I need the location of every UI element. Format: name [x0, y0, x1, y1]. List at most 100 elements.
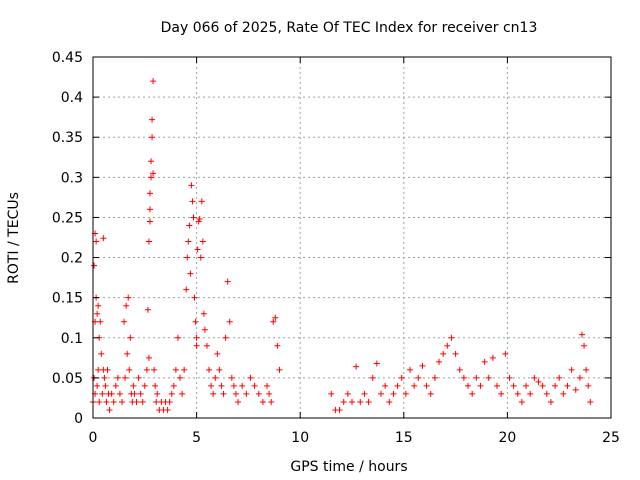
data-point	[194, 246, 201, 253]
data-point	[489, 354, 496, 361]
data-point	[137, 390, 144, 397]
data-point	[98, 350, 105, 357]
data-point	[469, 390, 476, 397]
data-point	[101, 374, 108, 381]
data-point	[126, 366, 133, 373]
data-point	[220, 390, 227, 397]
data-point	[146, 218, 153, 225]
data-point	[153, 398, 160, 405]
data-point	[419, 362, 426, 369]
data-point	[266, 390, 273, 397]
data-point	[369, 374, 376, 381]
data-point	[114, 374, 121, 381]
data-point	[431, 374, 438, 381]
y-tick-label: 0.05	[52, 371, 83, 387]
data-point	[149, 116, 156, 123]
data-point	[518, 398, 525, 405]
data-point	[188, 182, 195, 189]
data-point	[146, 206, 153, 213]
data-point	[152, 382, 159, 389]
data-point	[572, 386, 579, 393]
data-point	[247, 374, 254, 381]
data-point	[222, 334, 229, 341]
data-point	[102, 382, 109, 389]
data-point	[456, 366, 463, 373]
data-point	[243, 390, 250, 397]
data-point	[106, 406, 113, 413]
y-tick-label: 0.1	[61, 331, 83, 347]
x-tick-label: 0	[89, 430, 98, 446]
data-point	[552, 382, 559, 389]
data-point	[349, 398, 355, 405]
data-point	[203, 342, 210, 349]
data-point	[564, 382, 571, 389]
data-point	[568, 366, 575, 373]
data-point	[145, 238, 152, 245]
data-point	[177, 374, 184, 381]
data-point	[190, 214, 197, 221]
data-point	[199, 238, 206, 245]
data-point	[514, 390, 521, 397]
data-point	[576, 374, 583, 381]
data-point	[411, 382, 418, 389]
data-point	[365, 398, 372, 405]
data-point	[444, 342, 451, 349]
data-point	[216, 366, 223, 373]
data-point	[166, 398, 173, 405]
data-point	[527, 390, 534, 397]
data-point	[218, 382, 225, 389]
data-point	[583, 366, 590, 373]
data-point	[382, 382, 389, 389]
data-point	[587, 398, 594, 405]
data-point	[148, 174, 155, 181]
data-point	[149, 134, 156, 141]
data-point	[255, 390, 262, 397]
data-point	[141, 382, 148, 389]
data-point	[460, 374, 467, 381]
data-point	[119, 398, 126, 405]
data-point	[353, 363, 360, 370]
data-point	[94, 382, 101, 389]
data-point	[373, 360, 380, 367]
tick-labels: 0 5 10 15 20 25 0 0.05 0.1 0.15 0.2 0.25 0.3 0.35 0.4 0…	[52, 50, 620, 446]
data-point	[232, 390, 239, 397]
y-axis-label: ROTI / TECUs	[6, 192, 22, 284]
data-point	[510, 382, 517, 389]
data-point	[268, 398, 275, 405]
data-point	[192, 318, 199, 325]
data-point	[148, 158, 155, 165]
data-point	[125, 294, 132, 301]
data-point	[97, 318, 104, 325]
data-point	[274, 342, 281, 349]
data-point	[452, 350, 459, 357]
data-point	[502, 350, 509, 357]
data-point	[581, 342, 588, 349]
data-point	[174, 334, 181, 341]
data-point	[150, 78, 157, 85]
data-point	[523, 382, 530, 389]
data-point	[150, 170, 157, 177]
data-point	[124, 350, 131, 357]
y-tick-label: 0.45	[52, 50, 83, 66]
y-tick-label: 0.25	[52, 210, 83, 226]
data-point	[226, 318, 233, 325]
data-point	[272, 314, 279, 321]
plot-frame	[92, 56, 612, 419]
data-point	[184, 254, 191, 261]
x-tick-label: 5	[192, 430, 201, 446]
data-point	[201, 326, 208, 333]
data-point	[539, 382, 546, 389]
data-point	[357, 398, 364, 405]
data-point	[121, 318, 128, 325]
data-point	[151, 366, 158, 373]
data-point	[436, 358, 443, 365]
data-point	[212, 374, 219, 381]
data-point	[531, 374, 538, 381]
data-point	[100, 235, 107, 242]
y-tick-label: 0.2	[61, 251, 83, 267]
data-point	[200, 310, 207, 317]
data-point	[251, 382, 258, 389]
data-point	[144, 306, 151, 313]
y-tick-label: 0	[74, 411, 83, 427]
data-point	[394, 382, 401, 389]
